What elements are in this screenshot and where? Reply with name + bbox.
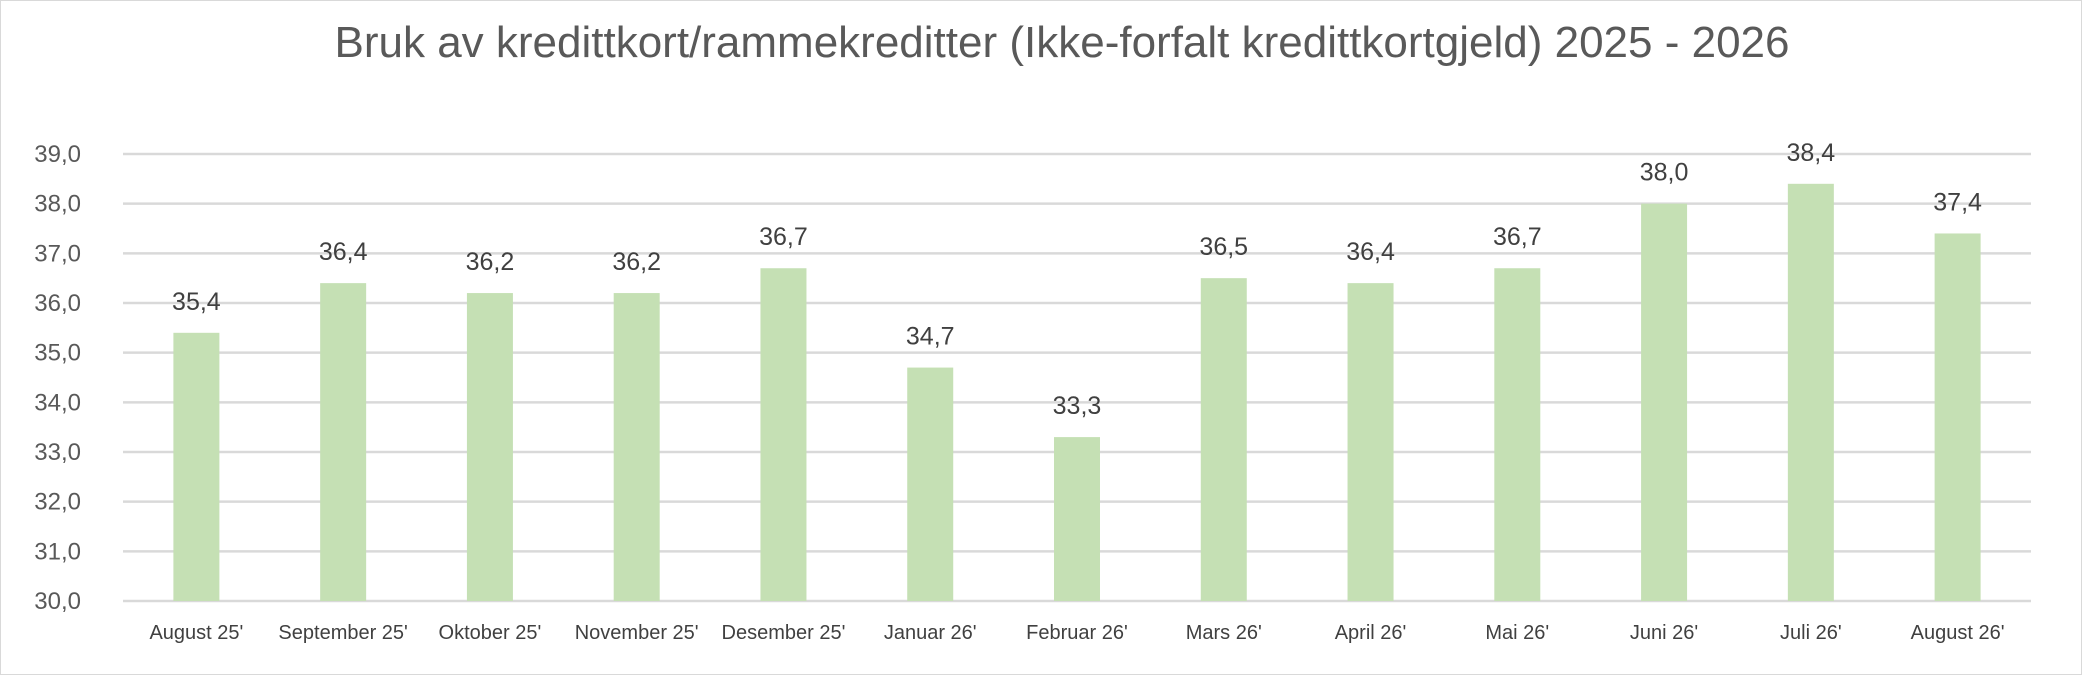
x-tick-label: April 26' [1335, 622, 1407, 644]
y-tick-label: 39,0 [34, 141, 81, 168]
bar [1494, 268, 1541, 601]
y-tick-label: 34,0 [34, 389, 81, 416]
chart-title: Bruk av kredittkort/rammekreditter (Ikke… [335, 18, 1790, 67]
data-label: 38,4 [1787, 139, 1836, 167]
bar [1641, 203, 1688, 601]
bar [466, 293, 513, 601]
data-label: 35,4 [172, 288, 221, 316]
x-tick-label: Juni 26' [1630, 622, 1698, 644]
bar [320, 283, 367, 601]
x-tick-label: September 25' [278, 622, 407, 644]
bar [907, 367, 954, 601]
x-tick-label: Mars 26' [1186, 622, 1262, 644]
y-tick-label: 36,0 [34, 290, 81, 317]
x-tick-label: Juli 26' [1780, 622, 1842, 644]
bar [1054, 437, 1100, 601]
x-tick-label: November 25' [575, 622, 699, 644]
x-tick-label: Desember 25' [722, 622, 846, 644]
bar [1787, 183, 1834, 602]
bar [760, 268, 807, 601]
data-label: 36,2 [466, 248, 515, 276]
data-label: 36,4 [319, 238, 368, 266]
x-tick-label: Februar 26' [1026, 622, 1128, 644]
x-tick-label: Januar 26' [884, 622, 977, 644]
data-label: 37,4 [1933, 188, 1982, 216]
y-tick-label: 35,0 [34, 340, 81, 367]
bar [1347, 283, 1394, 601]
gridlines [123, 152, 2031, 603]
x-tick-label: August 26' [1911, 622, 2005, 644]
data-label: 33,3 [1053, 392, 1102, 420]
y-tick-label: 30,0 [34, 588, 81, 615]
x-tick-label: Oktober 25' [439, 622, 542, 644]
y-tick-label: 32,0 [34, 489, 81, 516]
y-tick-label: 37,0 [34, 240, 81, 267]
data-label: 36,4 [1346, 238, 1395, 266]
data-label: 36,7 [759, 223, 808, 251]
y-tick-label: 31,0 [34, 538, 81, 565]
data-label: 36,7 [1493, 223, 1542, 251]
y-axis-tick-labels: 30,0 31,0 32,0 33,0 34,0 35,0 36,0 37,0 38,0 39,0 [34, 141, 81, 615]
x-tick-label: August 25' [149, 622, 243, 644]
bar [613, 293, 660, 601]
bar [173, 332, 220, 601]
y-tick-label: 38,0 [34, 191, 81, 218]
data-label: 38,0 [1640, 159, 1689, 187]
bar [1200, 278, 1247, 601]
data-label: 36,5 [1199, 233, 1248, 261]
bar [1934, 233, 1981, 601]
data-label: 34,7 [906, 323, 955, 351]
x-tick-label: Mai 26' [1485, 622, 1549, 644]
bars [173, 183, 1981, 602]
x-axis-tick-labels: August 25' September 25' Oktober 25' Novemb… [149, 622, 2004, 644]
data-labels: 35,4 36,4 36,2 36,2 36,7 34,7 33,3 36,5 36,4 36,7… [172, 139, 1982, 420]
data-label: 36,2 [612, 248, 661, 276]
y-tick-label: 33,0 [34, 439, 81, 466]
